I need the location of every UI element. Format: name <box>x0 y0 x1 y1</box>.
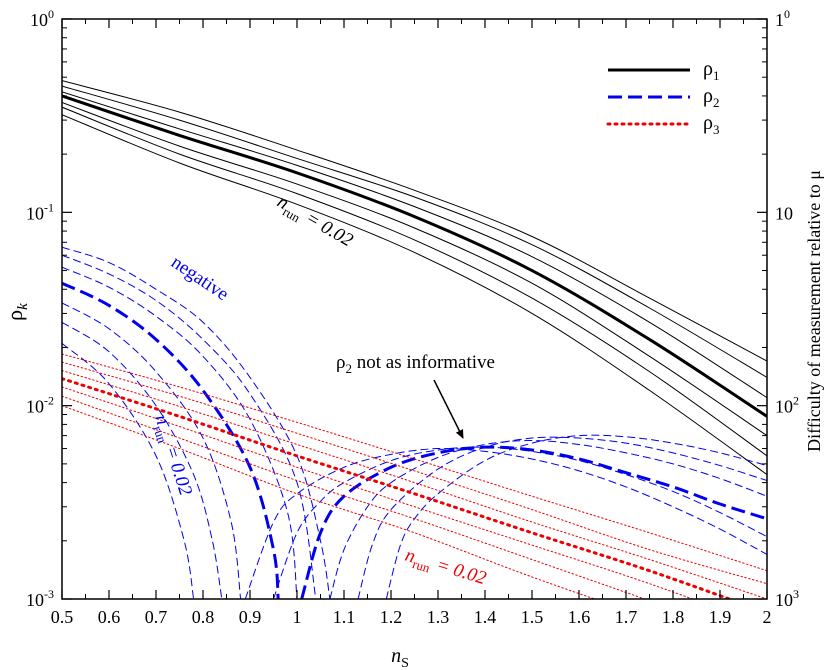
x-tick-label: 1.8 <box>662 607 685 627</box>
x-axis-label: nS <box>391 645 409 670</box>
series-rho2-variant-13 <box>62 342 195 599</box>
x-tick-label: 1.1 <box>333 607 356 627</box>
series-rho3-variant-26 <box>62 405 597 599</box>
legend-label-rho2: ρ2 <box>703 85 719 110</box>
series-rho3-main-20 <box>62 377 734 599</box>
annotation-rho3-run: nrun = 0.02 <box>402 545 490 593</box>
series-rho2-variant-18 <box>357 436 767 599</box>
series-rho2-variant-11 <box>62 302 242 599</box>
x-tick-label: 1.5 <box>521 607 544 627</box>
y-axis-label: ρk <box>2 303 31 321</box>
series-rho2-main-7 <box>62 281 280 599</box>
series-rho2-variant-9 <box>62 254 317 599</box>
annotation-rho2-run: nrun= 0.02 <box>147 412 196 499</box>
series-rho2-variant-17 <box>329 440 767 599</box>
series-rho1-main-0 <box>62 94 767 418</box>
y-tick-label: 10-2 <box>26 394 54 417</box>
x-tick-label: 1.4 <box>474 607 497 627</box>
x-tick-label: 0.6 <box>98 607 121 627</box>
series-rho1-variant-6 <box>62 114 767 476</box>
x-tick-label: 1.7 <box>615 607 638 627</box>
x-tick-label: 1 <box>293 607 302 627</box>
y2-tick-label: 103 <box>775 587 799 610</box>
x-tick-label: 0.9 <box>239 607 262 627</box>
y2-tick-label: 102 <box>775 394 799 417</box>
series-rho2-variant-12 <box>62 321 223 599</box>
series-rho3-variant-23 <box>62 370 767 599</box>
series-rho2-variant-10 <box>62 266 298 599</box>
series-rho2-main-14 <box>300 445 767 599</box>
plot-frame <box>61 18 768 600</box>
x-tick-label: 2 <box>763 607 772 627</box>
annotation-negative: negative <box>167 252 232 305</box>
annotation-arrow <box>433 379 464 439</box>
series-layer <box>62 80 767 599</box>
series-rho1-variant-5 <box>62 106 767 457</box>
x-tick-label: 1.2 <box>380 607 403 627</box>
y-tick-label: 100 <box>30 7 54 30</box>
x-tick-label: 1.3 <box>427 607 450 627</box>
y-tick-label: 10-1 <box>26 200 54 223</box>
y-axis-left: 100 10-1 10-2 10-3 <box>26 7 72 610</box>
series-rho1-variant-4 <box>62 102 767 437</box>
x-axis-label-sub: S <box>401 656 409 670</box>
legend: ρ1 ρ2 ρ3 <box>606 58 719 137</box>
series-rho1-variant-3 <box>62 91 767 399</box>
series-rho2-variant-15 <box>244 447 767 599</box>
x-tick-label: 0.8 <box>192 607 215 627</box>
legend-label-rho3: ρ3 <box>703 112 719 137</box>
series-rho2-variant-16 <box>273 446 767 599</box>
series-rho1-variant-1 <box>62 80 767 362</box>
annotation-rho2-note: ρ2 not as informative <box>336 352 495 376</box>
x-tick-label: 0.7 <box>145 607 168 627</box>
y-tick-label: 10-3 <box>26 587 54 610</box>
series-rho1-variant-2 <box>62 85 767 378</box>
y2-axis-label: Difficulty of measurement relative to μ <box>804 170 824 452</box>
series-rho3-variant-25 <box>62 395 647 599</box>
y2-tick-label: 10 <box>775 203 793 223</box>
series-rho2-variant-8 <box>62 246 331 599</box>
series-rho3-variant-22 <box>62 361 767 585</box>
series-rho3-variant-24 <box>62 386 694 599</box>
y-axis-right: 10 10 102 103 <box>757 7 799 610</box>
y-axis-label-sub: k <box>15 303 31 310</box>
x-axis: 0.5 0.6 0.7 0.8 0.9 1 1.1 1.2 1.3 1.4 1.5 1.6 1.7 1.8… <box>51 19 772 627</box>
legend-label-rho1: ρ1 <box>703 58 719 83</box>
series-rho2-variant-19 <box>385 434 767 599</box>
x-tick-label: 0.5 <box>51 607 74 627</box>
series-rho3-variant-21 <box>62 353 767 572</box>
y2-tick-label: 10 <box>775 7 790 30</box>
x-tick-label: 1.6 <box>568 607 591 627</box>
x-tick-label: 1.9 <box>709 607 732 627</box>
